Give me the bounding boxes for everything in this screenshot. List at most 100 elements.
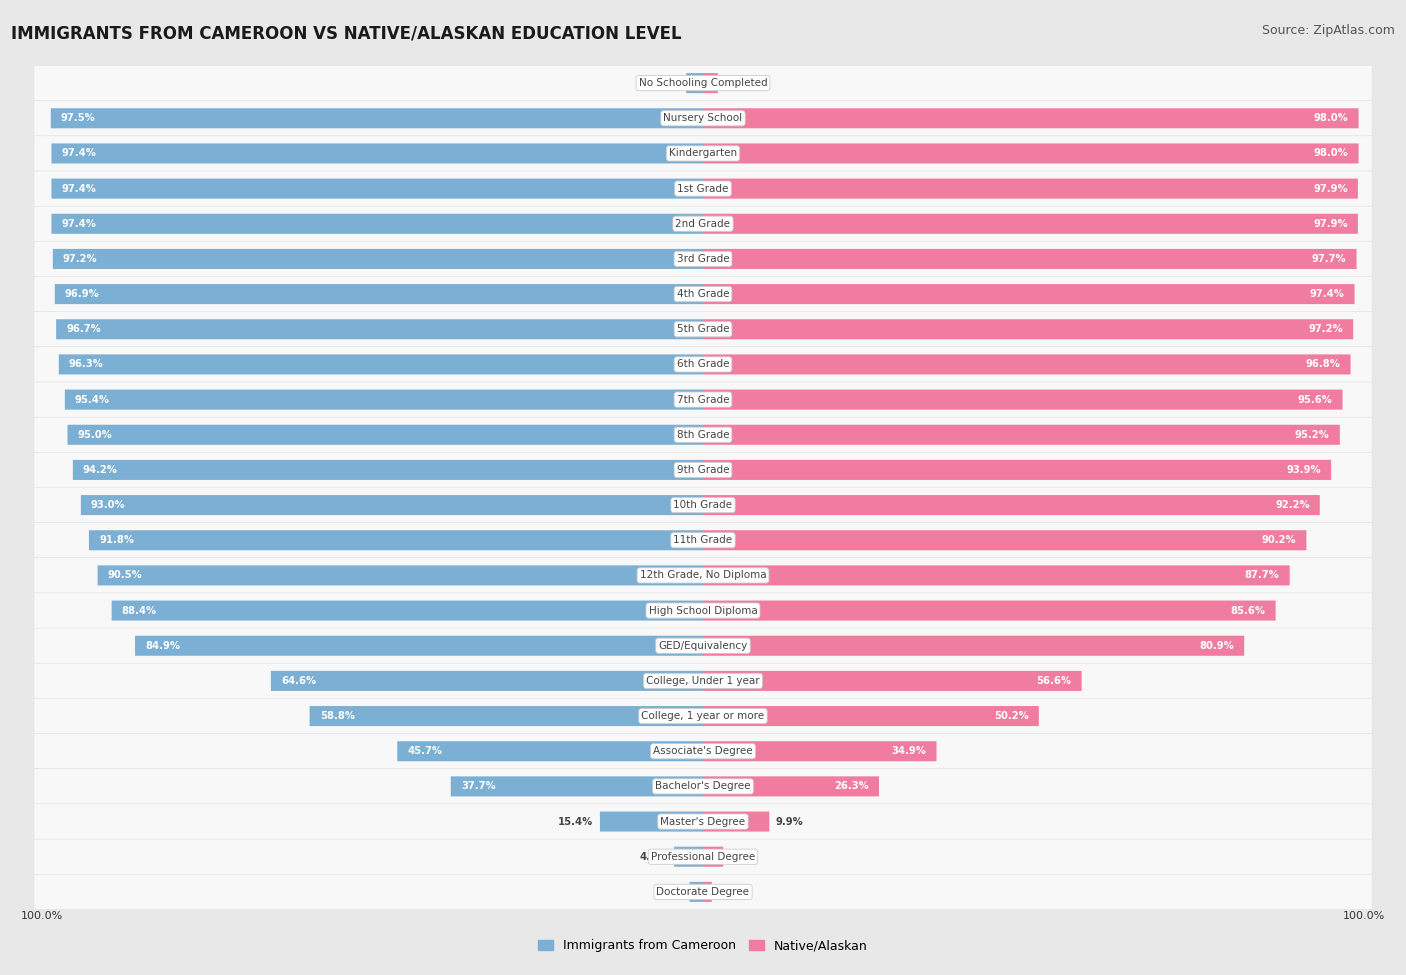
Text: 97.7%: 97.7% xyxy=(1312,254,1347,264)
Text: 4th Grade: 4th Grade xyxy=(676,290,730,299)
FancyBboxPatch shape xyxy=(34,417,1372,452)
Text: 9th Grade: 9th Grade xyxy=(676,465,730,475)
FancyBboxPatch shape xyxy=(600,811,703,832)
Text: 1.3%: 1.3% xyxy=(718,887,747,897)
Text: Kindergarten: Kindergarten xyxy=(669,148,737,159)
FancyBboxPatch shape xyxy=(703,846,723,867)
FancyBboxPatch shape xyxy=(703,601,1275,621)
FancyBboxPatch shape xyxy=(73,460,703,480)
FancyBboxPatch shape xyxy=(34,488,1372,523)
Text: Professional Degree: Professional Degree xyxy=(651,852,755,862)
Text: 85.6%: 85.6% xyxy=(1230,605,1265,615)
Text: 10th Grade: 10th Grade xyxy=(673,500,733,510)
Text: Master's Degree: Master's Degree xyxy=(661,816,745,827)
Text: 92.2%: 92.2% xyxy=(1275,500,1309,510)
Text: 97.4%: 97.4% xyxy=(62,183,97,194)
Text: 95.6%: 95.6% xyxy=(1298,395,1333,405)
FancyBboxPatch shape xyxy=(689,881,703,902)
Text: 2.0%: 2.0% xyxy=(655,887,683,897)
Text: 6th Grade: 6th Grade xyxy=(676,360,730,370)
FancyBboxPatch shape xyxy=(34,733,1372,769)
FancyBboxPatch shape xyxy=(135,636,703,656)
FancyBboxPatch shape xyxy=(703,108,1358,129)
FancyBboxPatch shape xyxy=(34,136,1372,171)
Text: 2.5%: 2.5% xyxy=(652,78,679,88)
Text: 97.2%: 97.2% xyxy=(1309,325,1343,334)
Text: 97.4%: 97.4% xyxy=(62,148,97,159)
FancyBboxPatch shape xyxy=(34,206,1372,242)
Text: Associate's Degree: Associate's Degree xyxy=(654,746,752,757)
FancyBboxPatch shape xyxy=(89,530,703,550)
Text: 15.4%: 15.4% xyxy=(558,816,593,827)
Text: 3rd Grade: 3rd Grade xyxy=(676,254,730,264)
Text: 5th Grade: 5th Grade xyxy=(676,325,730,334)
Text: 95.0%: 95.0% xyxy=(77,430,112,440)
FancyBboxPatch shape xyxy=(34,804,1372,839)
Text: 96.7%: 96.7% xyxy=(66,325,101,334)
FancyBboxPatch shape xyxy=(34,593,1372,628)
Text: 88.4%: 88.4% xyxy=(122,605,157,615)
Text: 8th Grade: 8th Grade xyxy=(676,430,730,440)
FancyBboxPatch shape xyxy=(703,284,1354,304)
Text: 97.9%: 97.9% xyxy=(1313,218,1348,229)
FancyBboxPatch shape xyxy=(34,628,1372,663)
Text: 1st Grade: 1st Grade xyxy=(678,183,728,194)
Text: 90.5%: 90.5% xyxy=(108,570,142,580)
FancyBboxPatch shape xyxy=(34,347,1372,382)
FancyBboxPatch shape xyxy=(703,530,1306,550)
Text: 87.7%: 87.7% xyxy=(1244,570,1279,580)
Text: 90.2%: 90.2% xyxy=(1261,535,1296,545)
Text: 37.7%: 37.7% xyxy=(461,781,495,792)
FancyBboxPatch shape xyxy=(309,706,703,726)
FancyBboxPatch shape xyxy=(82,495,703,515)
Text: 50.2%: 50.2% xyxy=(994,711,1029,722)
FancyBboxPatch shape xyxy=(703,354,1351,374)
Text: 58.8%: 58.8% xyxy=(319,711,354,722)
Text: GED/Equivalency: GED/Equivalency xyxy=(658,641,748,650)
FancyBboxPatch shape xyxy=(703,249,1357,269)
FancyBboxPatch shape xyxy=(34,769,1372,804)
Text: 97.2%: 97.2% xyxy=(63,254,97,264)
Text: 80.9%: 80.9% xyxy=(1199,641,1234,650)
FancyBboxPatch shape xyxy=(65,390,703,409)
Text: 7th Grade: 7th Grade xyxy=(676,395,730,405)
FancyBboxPatch shape xyxy=(34,452,1372,488)
Legend: Immigrants from Cameroon, Native/Alaskan: Immigrants from Cameroon, Native/Alaskan xyxy=(533,934,873,957)
Text: 93.0%: 93.0% xyxy=(91,500,125,510)
FancyBboxPatch shape xyxy=(34,65,1372,100)
Text: 64.6%: 64.6% xyxy=(281,676,316,685)
Text: 91.8%: 91.8% xyxy=(98,535,134,545)
FancyBboxPatch shape xyxy=(703,178,1358,199)
FancyBboxPatch shape xyxy=(703,776,879,797)
Text: 93.9%: 93.9% xyxy=(1286,465,1322,475)
FancyBboxPatch shape xyxy=(703,143,1358,164)
FancyBboxPatch shape xyxy=(34,242,1372,277)
FancyBboxPatch shape xyxy=(52,178,703,199)
Text: 100.0%: 100.0% xyxy=(1343,911,1385,920)
Text: 2.2%: 2.2% xyxy=(724,78,752,88)
Text: No Schooling Completed: No Schooling Completed xyxy=(638,78,768,88)
Text: 45.7%: 45.7% xyxy=(408,746,443,757)
Text: 98.0%: 98.0% xyxy=(1313,113,1348,123)
Text: 26.3%: 26.3% xyxy=(834,781,869,792)
FancyBboxPatch shape xyxy=(34,100,1372,136)
FancyBboxPatch shape xyxy=(703,425,1340,445)
FancyBboxPatch shape xyxy=(52,214,703,234)
FancyBboxPatch shape xyxy=(34,875,1372,910)
Text: 98.0%: 98.0% xyxy=(1313,148,1348,159)
FancyBboxPatch shape xyxy=(55,284,703,304)
Text: 11th Grade: 11th Grade xyxy=(673,535,733,545)
FancyBboxPatch shape xyxy=(97,566,703,585)
FancyBboxPatch shape xyxy=(34,698,1372,733)
Text: IMMIGRANTS FROM CAMEROON VS NATIVE/ALASKAN EDUCATION LEVEL: IMMIGRANTS FROM CAMEROON VS NATIVE/ALASK… xyxy=(11,24,682,42)
FancyBboxPatch shape xyxy=(703,390,1343,409)
FancyBboxPatch shape xyxy=(34,312,1372,347)
FancyBboxPatch shape xyxy=(703,214,1358,234)
Text: 94.2%: 94.2% xyxy=(83,465,118,475)
FancyBboxPatch shape xyxy=(703,495,1320,515)
Text: 56.6%: 56.6% xyxy=(1036,676,1071,685)
FancyBboxPatch shape xyxy=(271,671,703,691)
FancyBboxPatch shape xyxy=(52,143,703,164)
Text: 96.3%: 96.3% xyxy=(69,360,104,370)
Text: 9.9%: 9.9% xyxy=(776,816,804,827)
